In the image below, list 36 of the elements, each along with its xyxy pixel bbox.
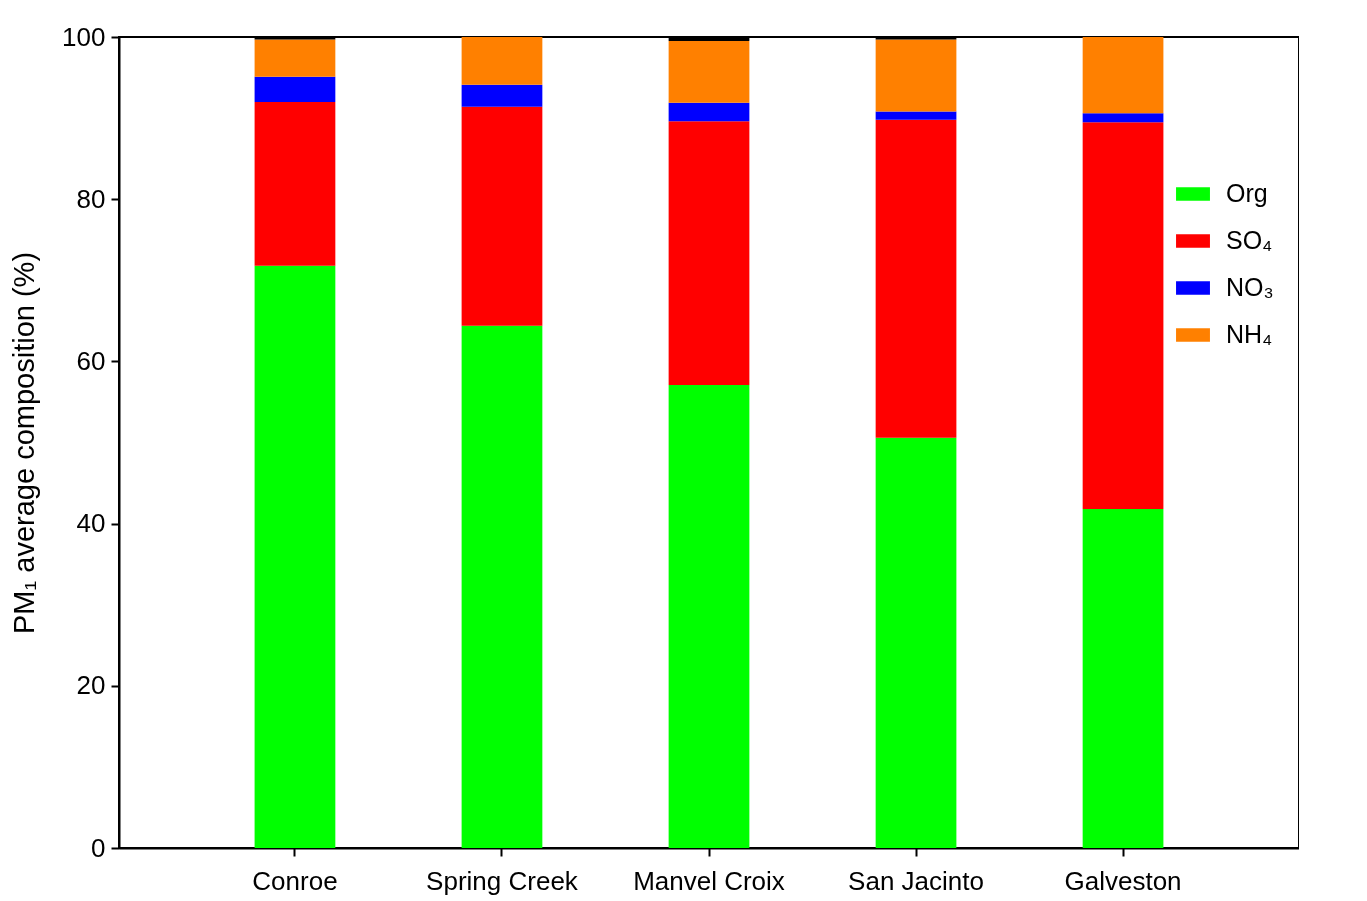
legend-label: SO₄ [1226,226,1273,254]
bar [461,325,543,848]
x-tick-label: Spring Creek [426,865,579,896]
bar [1082,113,1164,123]
bar [461,37,543,85]
y-axis-title: PM₁ average composition (%) [8,251,41,635]
y-tick-label: 100 [62,21,106,52]
x-tick-label: Manvel Croix [633,865,785,896]
x-tick-label: Galveston [1064,865,1182,896]
bar [254,265,336,848]
legend-label: NH₄ [1226,320,1273,348]
bar [461,84,543,107]
bar [875,111,957,120]
bar [668,41,750,103]
x-tick-label: Conroe [252,865,338,896]
bar [254,76,336,102]
bar [668,384,750,848]
y-tick-label: 20 [76,670,106,701]
bar [668,102,750,122]
bar [1082,122,1164,509]
y-tick-label: 0 [91,832,106,863]
legend-label: NO₃ [1226,273,1274,301]
y-tick-label: 80 [76,183,106,214]
bar [254,39,336,77]
y-tick-label: 40 [76,508,106,539]
bar [254,101,336,266]
bar [461,106,543,326]
bar [875,437,957,848]
y-tick-label: 60 [76,345,106,376]
bar [668,121,750,385]
bar [1082,509,1164,848]
legend-label: Org [1226,179,1268,207]
bar [875,119,957,438]
x-tick-label: San Jacinto [848,865,984,896]
bar [1082,37,1164,114]
bar [875,39,957,112]
